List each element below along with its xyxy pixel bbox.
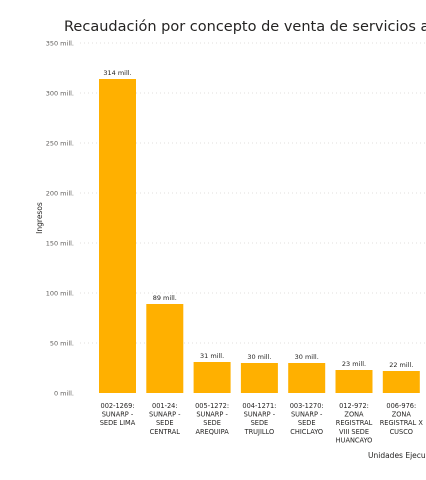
gridlines [80, 42, 426, 344]
x-axis-label: Unidades Ejecu [368, 451, 426, 460]
bars [99, 79, 420, 393]
data-label: 30 mill. [247, 353, 271, 361]
y-tick-label: 300 mill. [46, 89, 74, 97]
x-tick-label: 003-1270: SUNARP -SEDE CHICLAYO [290, 402, 324, 436]
x-tick-label: 012-972: ZONA REGISTRAL VIII SEDE HUANCAYO [336, 402, 373, 444]
data-label: 89 mill. [153, 294, 177, 302]
y-tick-label: 0 mill. [54, 389, 74, 397]
data-label: 31 mill. [200, 352, 224, 360]
bar [240, 363, 278, 393]
bar [335, 370, 373, 393]
x-tick-label: 006-976: ZONA REGISTRAL X CUSCO [380, 402, 424, 436]
x-tick-label: 001-24: SUNARP -SEDE CENTRAL [149, 402, 181, 436]
bar [146, 304, 184, 393]
data-label: 314 mill. [103, 69, 131, 77]
y-tick-label: 250 mill. [46, 139, 74, 147]
y-tick-label: 200 mill. [46, 189, 74, 197]
x-tick-label: 005-1272: SUNARP -SEDE AREQUIPA [195, 402, 229, 436]
data-label: 22 mill. [389, 361, 413, 369]
bar [288, 363, 326, 393]
bar [193, 362, 231, 393]
data-label: 23 mill. [342, 360, 366, 368]
y-axis-ticks: 0 mill. 50 mill. 100 mill. 150 mill. 200 mil… [46, 39, 74, 397]
x-tick-label: 002-1269: SUNARP -SEDE LIMA [100, 402, 136, 427]
y-tick-label: 150 mill. [46, 239, 74, 247]
y-tick-label: 100 mill. [46, 289, 74, 297]
data-labels: 314 mill. 89 mill. 31 mill. 30 mill. 30 mill… [103, 69, 413, 369]
x-axis-categories: 002-1269: SUNARP -SEDE LIMA 001-24: SUNARP … [100, 402, 424, 444]
y-tick-label: 50 mill. [50, 339, 74, 347]
bar [99, 79, 136, 393]
bar [382, 371, 420, 393]
y-axis-label: Ingresos [35, 202, 44, 234]
data-label: 30 mill. [295, 353, 319, 361]
y-tick-label: 350 mill. [46, 39, 74, 47]
x-tick-label: 004-1271: SUNARP -SEDE TRUJILLO [242, 402, 276, 436]
chart-title: Recaudación por concepto de venta de ser… [64, 19, 426, 35]
